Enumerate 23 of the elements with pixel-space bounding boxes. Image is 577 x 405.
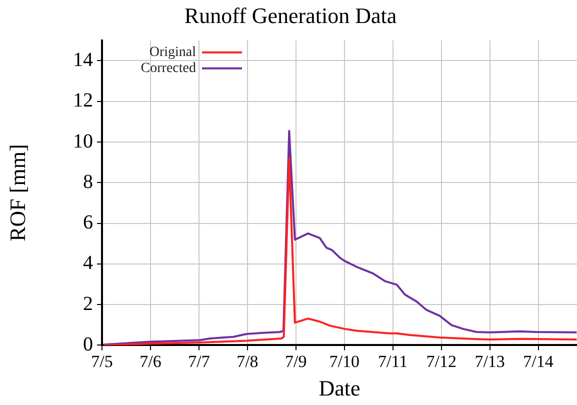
x-tick-label: 7/14	[523, 352, 554, 371]
x-tick-label: 7/10	[329, 352, 360, 371]
y-tick-label: 2	[83, 292, 93, 315]
chart-title: Runoff Generation Data	[184, 2, 397, 28]
y-tick-label: 8	[83, 170, 93, 193]
y-tick-label: 10	[73, 130, 93, 152]
y-tick-label: 14	[73, 48, 93, 71]
x-tick-label: 7/13	[474, 352, 505, 371]
y-tick-label: 4	[83, 252, 93, 274]
x-tick-label: 7/9	[285, 352, 307, 371]
y-tick-label: 0	[83, 333, 93, 356]
x-tick-label: 7/11	[378, 352, 408, 371]
legend-label: Original	[149, 45, 196, 60]
x-tick-label: 7/6	[140, 352, 162, 371]
x-tick-label: 7/7	[188, 352, 210, 371]
legend-label: Corrected	[140, 61, 196, 76]
x-tick-label: 7/8	[236, 352, 258, 371]
x-axis-title: Date	[318, 376, 360, 401]
y-tick-label: 6	[83, 212, 93, 234]
y-axis-title: ROF [mm]	[4, 144, 30, 242]
x-tick-label: 7/12	[426, 352, 456, 371]
x-tick-label: 7/5	[91, 352, 113, 371]
y-tick-label: 12	[73, 90, 93, 112]
